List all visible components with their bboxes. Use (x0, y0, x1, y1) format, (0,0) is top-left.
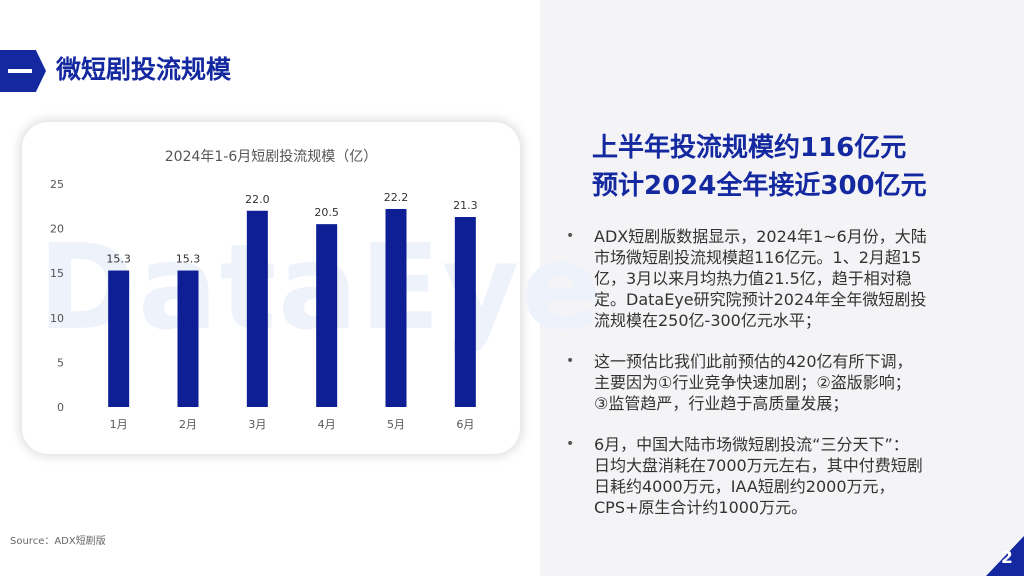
x-tick-label: 3月 (248, 418, 266, 431)
bar (246, 210, 268, 407)
bullet-dot-icon: • (566, 228, 575, 244)
bullet-line: 市场微短剧投流规模超116亿元。1、2月超15 (594, 248, 922, 267)
bullet-line: 定。DataEye研究院预计2024年全年微短剧投 (594, 290, 927, 309)
y-tick-label: 20 (50, 223, 64, 236)
x-tick-label: 1月 (110, 418, 128, 431)
bullet-item: • ADX短剧版数据显示，2024年1~6月份，大陆 市场微短剧投流规模超116… (566, 226, 986, 331)
headline-line-1: 上半年投流规模约116亿元 (592, 133, 907, 163)
headline-line-2: 预计2024全年接近300亿元 (592, 171, 927, 201)
bar (454, 217, 476, 407)
bullet-line: 这一预估比我们此前预估的420亿有所下调， (594, 352, 913, 371)
y-tick-label: 15 (50, 267, 64, 280)
bullet-item: • 这一预估比我们此前预估的420亿有所下调， 主要因为①行业竞争快速加剧；②盗… (566, 351, 986, 414)
x-tick-label: 5月 (387, 418, 405, 431)
bar-chart: 2024年1-6月短剧投流规模（亿） 0 5 10 15 20 25 15.3 1月 15.3 2… (50, 149, 478, 431)
data-label: 22.0 (245, 193, 270, 206)
data-label: 20.5 (314, 206, 339, 219)
source-note: Source：ADX短剧版 (10, 536, 106, 547)
bar (177, 270, 199, 407)
bar (316, 224, 338, 407)
y-tick-label: 5 (57, 356, 64, 369)
x-tick-label: 4月 (318, 418, 336, 431)
data-label: 22.2 (384, 191, 409, 204)
chart-title: 2024年1-6月短剧投流规模（亿） (165, 149, 378, 165)
bar (385, 208, 407, 407)
bullet-line: 日均大盘消耗在7000万元左右，其中付费短剧 (594, 456, 923, 475)
bullet-line: CPS+原生合计约1000万元。 (594, 498, 808, 517)
x-tick-label: 2月 (179, 418, 197, 431)
bullet-line: 日耗约4000万元，IAA短剧约2000万元， (594, 477, 895, 496)
right-panel (540, 0, 1024, 576)
data-label: 15.3 (176, 253, 201, 266)
bullet-item: • 6月，中国大陆市场微短剧投流“三分天下”： 日均大盘消耗在7000万元左右，… (566, 434, 986, 518)
data-label: 15.3 (106, 253, 130, 266)
section-marker (0, 50, 46, 92)
dash-icon (8, 69, 32, 73)
chart-card (22, 122, 520, 454)
bullet-line: 流规模在250亿-300亿元水平； (594, 311, 821, 330)
y-tick-label: 0 (57, 401, 64, 414)
bullet-line: ADX短剧版数据显示，2024年1~6月份，大陆 (594, 227, 927, 246)
x-tick-label: 6月 (456, 418, 474, 431)
page-number: 2 (1001, 548, 1013, 568)
section-title: 微短剧投流规模 (56, 55, 232, 84)
bullet-dot-icon: • (566, 436, 575, 452)
bullet-line: 6月，中国大陆市场微短剧投流“三分天下”： (594, 435, 909, 454)
y-tick-label: 25 (50, 178, 64, 191)
bullet-line: 主要因为①行业竞争快速加剧；②盗版影响； (594, 373, 911, 392)
bullet-dot-icon: • (566, 353, 575, 369)
bullet-line: ③监管趋严，行业趋于高质量发展； (594, 394, 849, 413)
bullet-line: 亿，3月以来月均热力值21.5亿，趋于相对稳 (594, 269, 912, 288)
bar (108, 270, 130, 407)
bullet-list: • ADX短剧版数据显示，2024年1~6月份，大陆 市场微短剧投流规模超116… (566, 226, 986, 538)
y-tick-label: 10 (50, 312, 64, 325)
data-label: 21.3 (453, 199, 478, 212)
